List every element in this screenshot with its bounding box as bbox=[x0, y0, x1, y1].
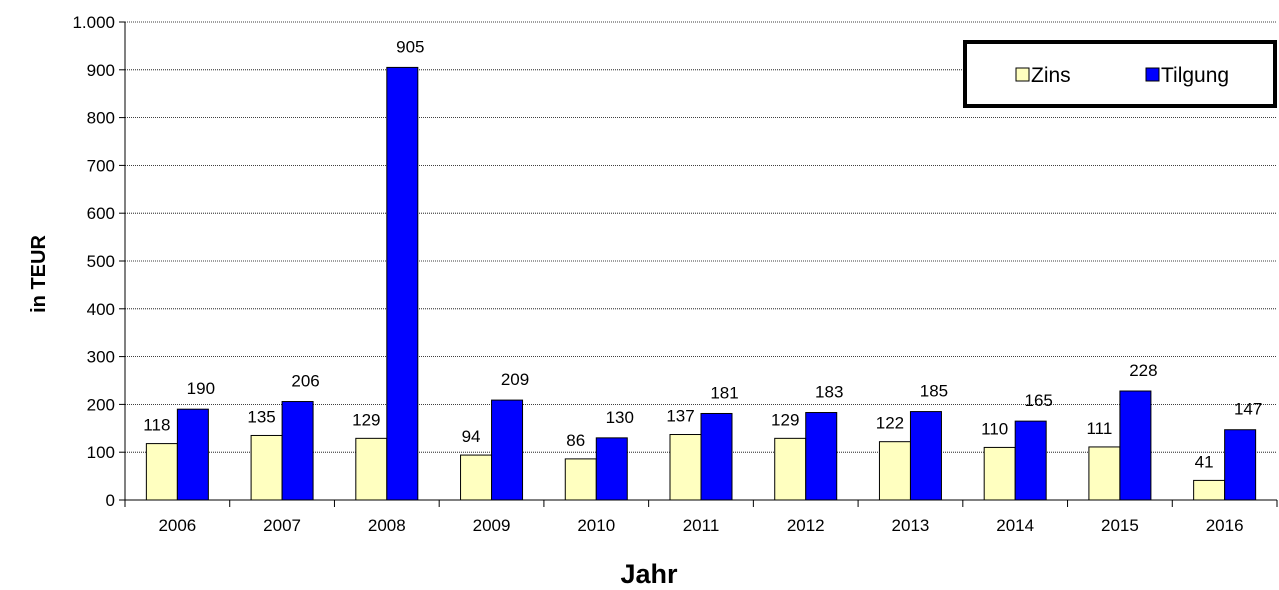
bar-zins-2014 bbox=[983, 446, 1016, 501]
bar-tilgung-2009 bbox=[491, 399, 524, 501]
x-axis-title: Jahr bbox=[620, 559, 678, 589]
x-axis-ticks: 2006 2007 2008 2009 2010 2011 2012 2013 2014 2015… bbox=[124, 500, 1278, 535]
legend: Zins Tilgung bbox=[963, 40, 1277, 108]
x-tick-label: 2011 bbox=[683, 516, 720, 535]
bar-tilgung-2008 bbox=[386, 66, 419, 501]
data-label-tilgung-2006: 190 bbox=[187, 379, 215, 398]
data-label-zins-2009: 94 bbox=[462, 427, 481, 446]
x-tick-label: 2016 bbox=[1206, 516, 1244, 535]
x-tick-label: 2013 bbox=[892, 516, 930, 535]
data-label-tilgung-2009: 209 bbox=[501, 370, 529, 389]
y-axis-ticks: 0 100 200 300 400 500 600 700 800 900 1.000 bbox=[72, 13, 125, 510]
data-label-tilgung-2010: 130 bbox=[606, 408, 634, 427]
y-tick-label: 600 bbox=[87, 204, 115, 223]
x-tick-label: 2007 bbox=[263, 516, 301, 535]
x-tick-label: 2006 bbox=[158, 516, 196, 535]
data-label-zins-2016: 41 bbox=[1195, 452, 1214, 471]
data-label-zins-2011: 137 bbox=[666, 407, 694, 426]
y-tick-label: 200 bbox=[87, 395, 115, 414]
y-tick-label: 1.000 bbox=[72, 13, 115, 32]
bar-tilgung-2010 bbox=[595, 437, 628, 501]
data-label-tilgung-2016: 147 bbox=[1234, 400, 1262, 419]
y-tick-label: 300 bbox=[87, 348, 115, 367]
x-tick-label: 2010 bbox=[577, 516, 615, 535]
data-label-tilgung-2008: 905 bbox=[396, 37, 424, 56]
legend-box bbox=[963, 40, 1277, 108]
bar-zins-2010 bbox=[564, 458, 597, 501]
data-label-tilgung-2012: 183 bbox=[815, 383, 843, 402]
bar-tilgung-2007 bbox=[281, 401, 314, 501]
data-label-zins-2015: 111 bbox=[1086, 419, 1112, 438]
gridlines bbox=[125, 21, 1277, 453]
data-label-zins-2014: 110 bbox=[981, 419, 1008, 438]
data-label-tilgung-2014: 165 bbox=[1024, 391, 1052, 410]
legend-swatch-zins bbox=[1015, 67, 1030, 82]
data-label-tilgung-2013: 185 bbox=[920, 382, 948, 401]
bar-zins-2015 bbox=[1088, 446, 1121, 501]
legend-label-tilgung: Tilgung bbox=[1161, 64, 1229, 87]
bar-tilgung-2011 bbox=[700, 412, 733, 501]
data-label-zins-2007: 135 bbox=[247, 407, 275, 426]
bar-tilgung-2013 bbox=[909, 411, 942, 501]
x-tick-label: 2012 bbox=[787, 516, 825, 535]
y-tick-label: 0 bbox=[106, 491, 115, 510]
bar-zins-2007 bbox=[250, 434, 283, 501]
data-label-zins-2008: 129 bbox=[352, 410, 380, 429]
data-label-tilgung-2007: 206 bbox=[291, 372, 319, 391]
data-labels: 118 190 135 206 129 905 94 209 86 130 137 181 129 183… bbox=[143, 37, 1262, 471]
y-tick-label: 800 bbox=[87, 109, 115, 128]
legend-swatch-tilgung bbox=[1145, 67, 1160, 82]
x-tick-label: 2015 bbox=[1101, 516, 1139, 535]
bar-zins-2009 bbox=[460, 454, 493, 501]
y-tick-label: 700 bbox=[87, 156, 115, 175]
data-label-zins-2006: 118 bbox=[143, 416, 170, 435]
bar-tilgung-2006 bbox=[176, 408, 209, 501]
bar-zins-2008 bbox=[355, 437, 388, 501]
x-tick-label: 2009 bbox=[473, 516, 511, 535]
y-axis-title: in TEUR bbox=[28, 235, 50, 313]
bar-zins-2006 bbox=[145, 443, 178, 501]
y-tick-label: 400 bbox=[87, 300, 115, 319]
legend-label-zins: Zins bbox=[1031, 64, 1071, 87]
bar-zins-2016 bbox=[1193, 479, 1226, 501]
y-tick-label: 900 bbox=[87, 61, 115, 80]
data-label-tilgung-2015: 228 bbox=[1129, 361, 1157, 380]
x-tick-label: 2008 bbox=[368, 516, 406, 535]
bar-tilgung-2015 bbox=[1119, 390, 1152, 501]
data-label-zins-2012: 129 bbox=[771, 410, 799, 429]
bar-zins-2013 bbox=[878, 441, 911, 501]
bar-tilgung-2014 bbox=[1014, 420, 1047, 501]
y-tick-label: 100 bbox=[87, 443, 115, 462]
bar-zins-2011 bbox=[669, 434, 702, 501]
y-tick-label: 500 bbox=[87, 252, 115, 271]
bar-zins-2012 bbox=[774, 437, 807, 501]
data-label-zins-2013: 122 bbox=[876, 414, 904, 433]
bar-tilgung-2012 bbox=[805, 412, 838, 501]
data-label-tilgung-2011: 181 bbox=[710, 383, 738, 402]
data-label-zins-2010: 86 bbox=[566, 431, 585, 450]
x-tick-label: 2014 bbox=[996, 516, 1034, 535]
bar-tilgung-2016 bbox=[1224, 429, 1257, 501]
